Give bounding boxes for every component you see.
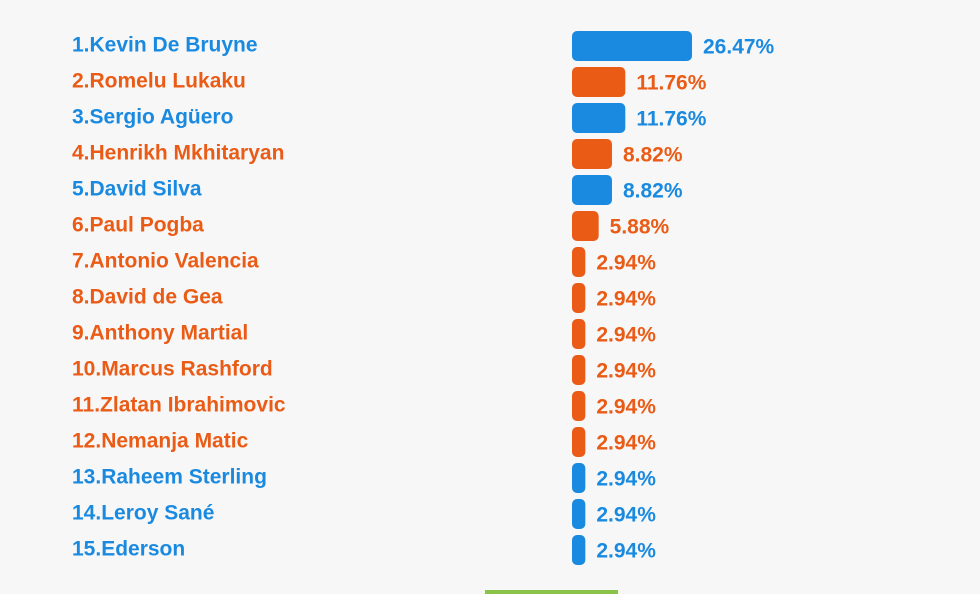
value-label: 11.76% [636,72,706,95]
bar [572,499,586,529]
value-label: 26.47% [703,36,775,59]
value-label: 2.94% [596,288,656,311]
footer-button-edge [485,590,618,594]
option-label: 7.Antonio Valencia [72,250,259,273]
bar [572,535,586,565]
option-label: 14.Leroy Sané [72,502,214,525]
bar [572,463,586,493]
option-label: 5.David Silva [72,178,202,201]
bar [572,67,626,97]
bar [572,139,612,169]
bar [572,427,586,457]
option-label: 2.Romelu Lukaku [72,70,246,93]
value-label: 8.82% [623,180,683,203]
value-label: 2.94% [596,360,656,383]
option-label: 11.Zlatan Ibrahimovic [72,394,286,417]
bar [572,103,626,133]
value-label: 2.94% [596,324,656,347]
bar [572,247,586,277]
option-label: 10.Marcus Rashford [72,358,273,381]
value-label: 8.82% [623,144,683,167]
value-label: 2.94% [596,252,656,275]
value-label: 2.94% [596,396,656,419]
value-label: 5.88% [610,216,670,239]
bar [572,319,586,349]
bar [572,355,586,385]
value-label: 2.94% [596,504,656,527]
bar [572,31,692,61]
bar [572,391,586,421]
option-label: 6.Paul Pogba [72,214,204,237]
value-label: 11.76% [636,108,706,131]
option-label: 9.Anthony Martial [72,322,248,345]
option-label: 12.Nemanja Matic [72,430,249,453]
bar [572,175,612,205]
option-label: 3.Sergio Agüero [72,106,233,129]
value-label: 2.94% [596,540,656,563]
bar [572,283,586,313]
bar [572,211,599,241]
option-label: 13.Raheem Sterling [72,466,267,489]
value-label: 2.94% [596,432,656,455]
option-label: 8.David de Gea [72,286,223,309]
option-label: 15.Ederson [72,538,185,561]
value-label: 2.94% [596,468,656,491]
option-label: 4.Henrikh Mkhitaryan [72,142,284,165]
option-label: 1.Kevin De Bruyne [72,34,258,57]
